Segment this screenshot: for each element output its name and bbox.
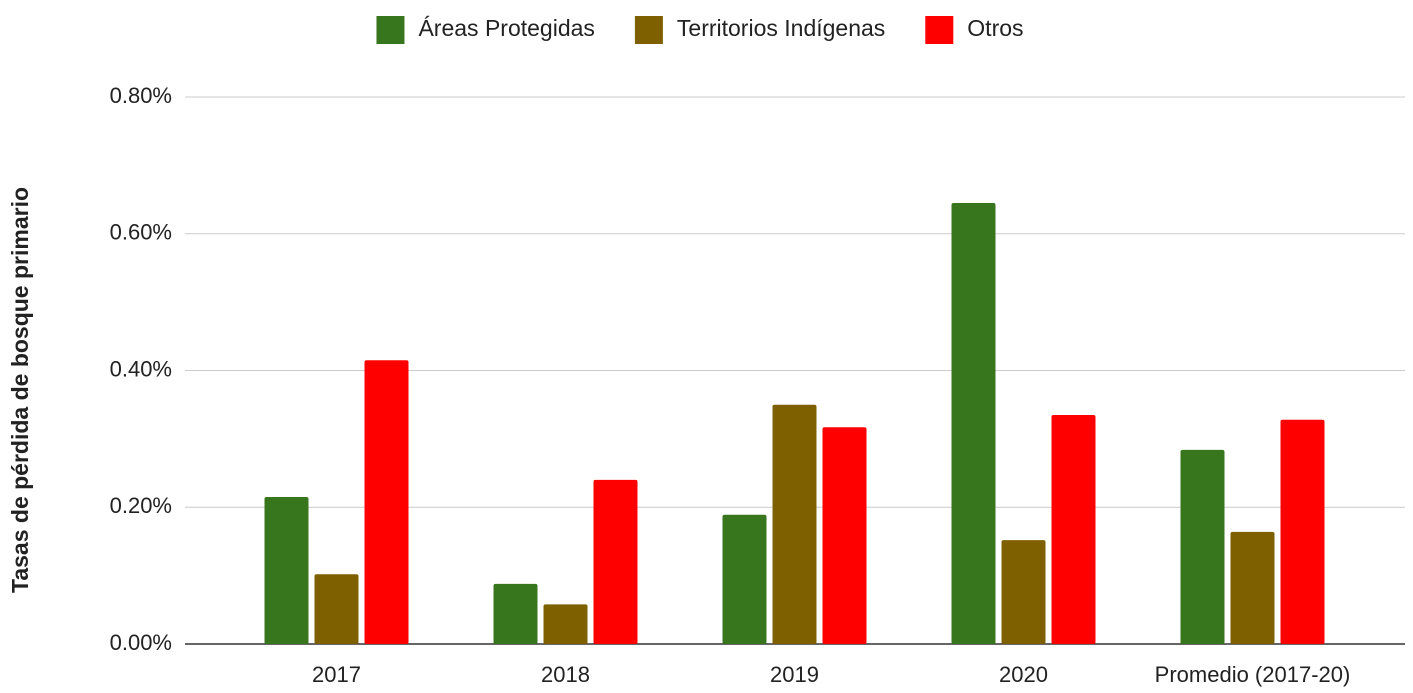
bar	[772, 404, 817, 644]
y-tick-label: 0.80%	[110, 83, 172, 108]
y-tick-label: 0.20%	[110, 493, 172, 518]
x-tick-label: 2018	[541, 662, 590, 687]
bar	[1180, 449, 1225, 644]
legend-label: Áreas Protegidas	[418, 15, 594, 41]
legend-swatch	[634, 16, 663, 44]
legend-swatch	[925, 16, 954, 44]
bar	[1051, 414, 1096, 644]
bar	[722, 514, 767, 644]
legend-label: Otros	[967, 15, 1023, 41]
x-tick-label: 2020	[999, 662, 1048, 687]
legend-swatch	[376, 16, 405, 44]
x-tick-label: 2017	[312, 662, 361, 687]
bar	[1230, 531, 1275, 644]
y-axis-label: Tasas de pérdida de bosque primario	[7, 187, 33, 593]
bar	[264, 496, 309, 644]
bar	[951, 202, 996, 644]
bar	[364, 360, 409, 644]
y-tick-label: 0.00%	[110, 630, 172, 655]
bar	[1280, 419, 1325, 644]
legend-label: Territorios Indígenas	[677, 15, 885, 41]
bar	[1001, 540, 1046, 644]
bar	[314, 574, 359, 644]
y-tick-label: 0.40%	[110, 356, 172, 381]
x-tick-label: 2019	[770, 662, 819, 687]
bar	[822, 427, 867, 644]
bar	[543, 604, 588, 644]
bar	[493, 583, 538, 644]
y-tick-label: 0.60%	[110, 220, 172, 245]
bar	[593, 479, 638, 644]
x-tick-label: Promedio (2017-20)	[1155, 662, 1351, 687]
